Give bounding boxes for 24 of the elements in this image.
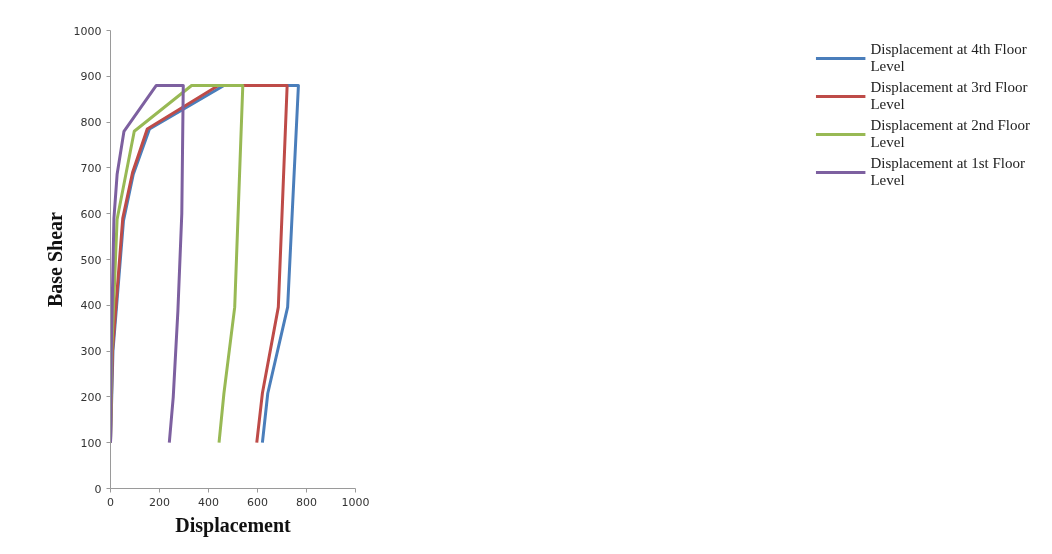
legend-label: Displacement at 2nd Floor Level [870, 116, 1030, 152]
x-axis-title: Displacement [175, 513, 292, 537]
y-tick-label: 500 [80, 253, 102, 267]
legend-label: Displacement at 4th Floor Level [870, 40, 1027, 76]
y-tick-label: 100 [80, 436, 102, 450]
y-tick-label: 700 [80, 161, 102, 175]
legend-label: Displacement at 1st Floor Level [870, 154, 1025, 190]
y-axis-title: Base Shear [43, 211, 66, 307]
x-tick-label: 0 [107, 495, 114, 509]
y-tick-label: 600 [80, 207, 102, 221]
y-tick-label: 400 [80, 299, 102, 313]
y-tick-label: 800 [80, 116, 102, 130]
y-tick-label: 900 [80, 70, 102, 84]
y-tick-label: 200 [80, 390, 102, 404]
y-tick-label: 0 [94, 482, 102, 496]
x-tick-label: 1000 [341, 495, 370, 509]
x-tick-label: 400 [198, 495, 219, 509]
x-tick-label: 600 [247, 495, 268, 509]
x-tick-label: 800 [296, 495, 317, 509]
legend-label: Displacement at 3rd Floor Level [870, 78, 1028, 114]
y-tick-label: 300 [80, 345, 102, 359]
line-series [110, 83, 185, 445]
y-tick-label: 1000 [73, 24, 102, 38]
x-tick-label: 200 [149, 495, 170, 509]
